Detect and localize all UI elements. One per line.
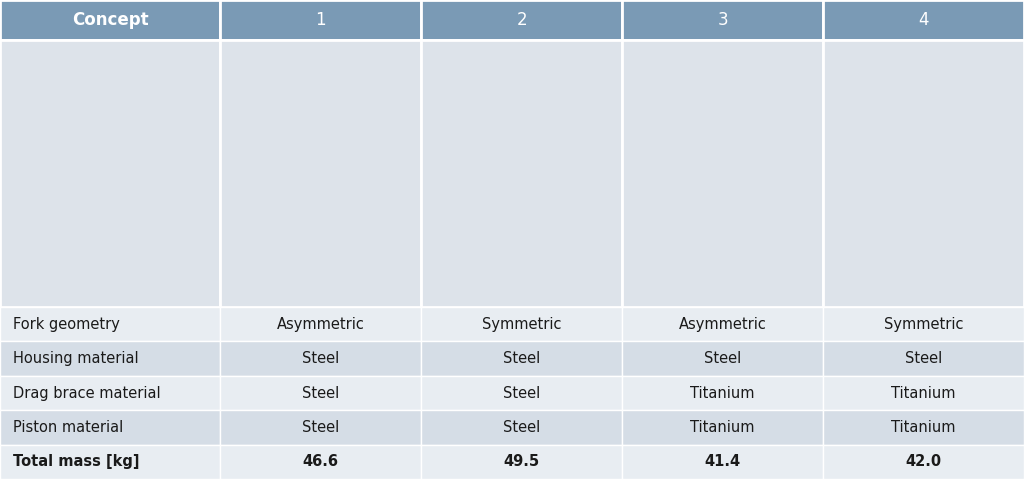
Bar (823, 307, 1024, 342)
Bar (823, 376, 1024, 410)
Bar (623, 40, 823, 307)
Text: 41.4: 41.4 (705, 454, 740, 469)
Bar (220, 445, 421, 479)
Text: Asymmetric: Asymmetric (679, 317, 767, 332)
Bar (220, 40, 421, 307)
Text: Fork geometry: Fork geometry (13, 317, 120, 332)
Bar (623, 445, 823, 479)
Text: Titanium: Titanium (690, 386, 755, 400)
Text: 4: 4 (919, 11, 929, 29)
Text: Symmetric: Symmetric (482, 317, 561, 332)
Text: Piston material: Piston material (13, 420, 124, 435)
Text: Titanium: Titanium (891, 386, 955, 400)
Text: 42.0: 42.0 (905, 454, 942, 469)
Bar (823, 342, 1024, 376)
Text: Steel: Steel (503, 420, 541, 435)
Text: 3: 3 (718, 11, 728, 29)
Bar (421, 410, 623, 445)
Text: Steel: Steel (503, 386, 541, 400)
Bar (421, 40, 623, 307)
Text: Drag brace material: Drag brace material (13, 386, 161, 400)
Bar (823, 0, 1024, 40)
Bar (421, 0, 623, 40)
Bar (623, 342, 823, 376)
Bar (220, 376, 421, 410)
Text: Concept: Concept (72, 11, 148, 29)
Text: 49.5: 49.5 (504, 454, 540, 469)
Bar (0, 410, 220, 445)
Text: Titanium: Titanium (891, 420, 955, 435)
Bar (421, 342, 623, 376)
Bar (0, 376, 220, 410)
Bar (623, 376, 823, 410)
Bar (0, 307, 220, 342)
Bar (421, 307, 623, 342)
Bar (0, 40, 220, 307)
Bar (823, 410, 1024, 445)
Bar (0, 0, 220, 40)
Text: 46.6: 46.6 (303, 454, 339, 469)
Text: Steel: Steel (905, 351, 942, 366)
Bar (220, 307, 421, 342)
Bar (220, 410, 421, 445)
Bar (823, 40, 1024, 307)
Bar (0, 342, 220, 376)
Bar (421, 445, 623, 479)
Text: 1: 1 (315, 11, 327, 29)
Text: Total mass [kg]: Total mass [kg] (13, 454, 140, 469)
Text: Symmetric: Symmetric (884, 317, 964, 332)
Text: Steel: Steel (302, 351, 340, 366)
Text: 2: 2 (516, 11, 527, 29)
Bar (220, 342, 421, 376)
Bar (421, 376, 623, 410)
Text: Steel: Steel (302, 420, 340, 435)
Bar (823, 445, 1024, 479)
Bar (220, 0, 421, 40)
Text: Titanium: Titanium (690, 420, 755, 435)
Text: Steel: Steel (302, 386, 340, 400)
Text: Steel: Steel (705, 351, 741, 366)
Bar (623, 410, 823, 445)
Bar (0, 445, 220, 479)
Text: Steel: Steel (503, 351, 541, 366)
Bar (623, 0, 823, 40)
Bar (623, 307, 823, 342)
Text: Housing material: Housing material (13, 351, 139, 366)
Text: Asymmetric: Asymmetric (276, 317, 365, 332)
